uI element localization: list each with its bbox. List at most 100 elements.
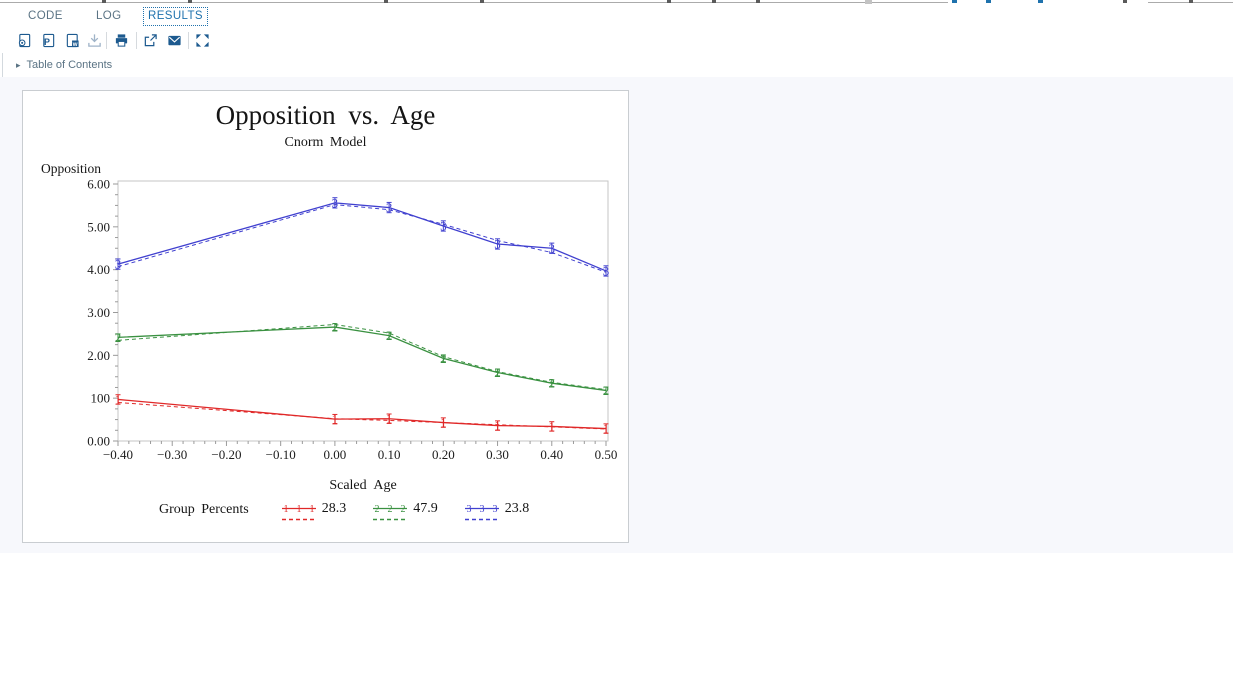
tab-speck — [480, 0, 484, 3]
data-point-marker: 2 — [494, 365, 501, 380]
toolbar-separator — [106, 32, 107, 49]
legend-dashed-sample — [281, 518, 316, 521]
tab-strip-line — [0, 2, 948, 3]
svg-text:1: 1 — [309, 504, 314, 515]
x-tick-label: −0.10 — [266, 447, 296, 462]
y-tick-label: 3.00 — [87, 305, 110, 320]
print-icon[interactable] — [113, 33, 129, 49]
x-tick-label: 0.10 — [378, 447, 401, 462]
tab-speck — [188, 0, 192, 3]
tab-strip-shadow — [865, 0, 872, 4]
data-point-marker: 3 — [332, 195, 339, 210]
toolbar-separator — [188, 32, 189, 49]
series-3: 3 3 3 3 3 3 3 — [115, 195, 610, 278]
legend-dashed-sample — [464, 518, 499, 521]
top-tab-strip[interactable] — [0, 0, 1233, 5]
results-tab-bar: CODE LOG RESULTS — [0, 5, 1233, 28]
legend-entry: 1 1 1 28.3 — [281, 502, 346, 522]
y-tick-label: 6.00 — [87, 177, 110, 192]
tab-speck — [712, 0, 716, 3]
open-in-new-window-icon[interactable] — [142, 33, 158, 49]
x-tick-label: 0.50 — [595, 447, 618, 462]
tab-code[interactable]: CODE — [28, 10, 63, 22]
legend-title: Group Percents — [159, 502, 249, 517]
tab-speck — [986, 0, 991, 3]
y-tick-label: 5.00 — [87, 219, 110, 234]
x-tick-label: −0.40 — [103, 447, 133, 462]
data-point-marker: 1 — [549, 419, 556, 434]
data-point-marker: 2 — [440, 351, 447, 366]
data-point-marker: 3 — [386, 200, 393, 215]
data-point-marker: 1 — [494, 418, 501, 433]
fitted-line — [117, 204, 607, 273]
download-icon[interactable] — [86, 33, 102, 49]
y-tick-label: 2.00 — [87, 348, 110, 363]
svg-text:1: 1 — [283, 504, 288, 515]
svg-text:3: 3 — [479, 504, 484, 515]
chart-legend: Group Percents 1 1 1 28.3 2 2 2 47.9 3 3 3 23.8 — [23, 502, 628, 522]
x-tick-label: 0.30 — [486, 447, 509, 462]
tab-speck — [667, 0, 671, 3]
series-1: 1 1 1 1 1 1 1 — [115, 392, 610, 436]
legend-entry-list: 1 1 1 28.3 2 2 2 47.9 3 3 3 23.8 — [281, 501, 530, 522]
chart-subtitle: Cnorm Model — [284, 135, 367, 150]
chart-card: Opposition vs. Age Cnorm Model Oppositio… — [22, 90, 629, 543]
svg-text:3: 3 — [492, 504, 497, 515]
legend-value: 47.9 — [413, 501, 438, 516]
tab-log[interactable]: LOG — [96, 10, 122, 22]
x-tick-label: −0.20 — [211, 447, 241, 462]
y-axis: 0.00 100 2.00 3.00 4.00 5.00 6.00 — [87, 177, 118, 449]
x-tick-label: −0.30 — [157, 447, 187, 462]
legend-entry: 3 3 3 23.8 — [464, 501, 530, 522]
data-point-marker: 2 — [332, 320, 339, 335]
plot-frame — [117, 180, 609, 442]
data-point-marker: 1 — [440, 415, 447, 430]
table-of-contents-toggle[interactable]: ▸ Table of Contents — [16, 57, 112, 73]
line-plot: −0.40 −0.30 −0.20 −0.10 0.00 0.10 0.20 0.30 0.40… — [87, 177, 617, 463]
observed-line — [117, 398, 607, 430]
data-point-marker: 3 — [440, 218, 447, 233]
toc-expand-icon: ▸ — [16, 59, 21, 70]
svg-text:3: 3 — [466, 504, 471, 515]
results-toolbar: P w — [0, 27, 1233, 53]
x-tick-label: 0.00 — [324, 447, 347, 462]
data-point-marker: 2 — [549, 376, 556, 391]
data-point-marker: 1 — [603, 421, 610, 436]
html-result-icon[interactable] — [16, 33, 32, 49]
tab-speck — [384, 0, 388, 3]
x-axis-title: Scaled Age — [329, 478, 397, 493]
svg-text:2: 2 — [375, 504, 380, 515]
pdf-result-icon[interactable]: P — [40, 33, 56, 49]
x-tick-label: 0.40 — [540, 447, 563, 462]
legend-entry: 2 2 2 47.9 — [373, 502, 438, 522]
legend-dashed-sample — [373, 518, 408, 521]
observed-line — [117, 326, 607, 392]
tab-speck — [1189, 0, 1193, 3]
word-result-icon[interactable]: w — [64, 33, 80, 49]
y-axis-title: Opposition — [41, 161, 102, 176]
tab-speck — [1038, 0, 1043, 3]
email-icon[interactable] — [166, 33, 182, 49]
y-tick-label: 0.00 — [87, 434, 110, 449]
tab-speck — [756, 0, 760, 3]
series-2: 2 2 2 2 2 2 2 — [115, 320, 610, 398]
tab-results[interactable]: RESULTS — [143, 7, 208, 26]
data-point-marker: 3 — [115, 257, 122, 272]
x-axis: −0.40 −0.30 −0.20 −0.10 0.00 0.10 0.20 0.30 0.40… — [103, 441, 617, 462]
legend-value: 23.8 — [504, 501, 530, 516]
data-point-marker: 3 — [603, 263, 610, 278]
data-point-marker: 3 — [494, 236, 501, 251]
y-tick-label: 100 — [91, 391, 111, 406]
svg-text:2: 2 — [388, 504, 393, 515]
svg-text:w: w — [71, 41, 77, 48]
maximize-icon[interactable] — [194, 33, 210, 49]
svg-text:2: 2 — [401, 504, 406, 515]
svg-text:1: 1 — [296, 504, 301, 515]
data-point-marker: 1 — [386, 411, 393, 426]
observed-line — [117, 202, 607, 272]
toc-label: Table of Contents — [26, 59, 113, 71]
